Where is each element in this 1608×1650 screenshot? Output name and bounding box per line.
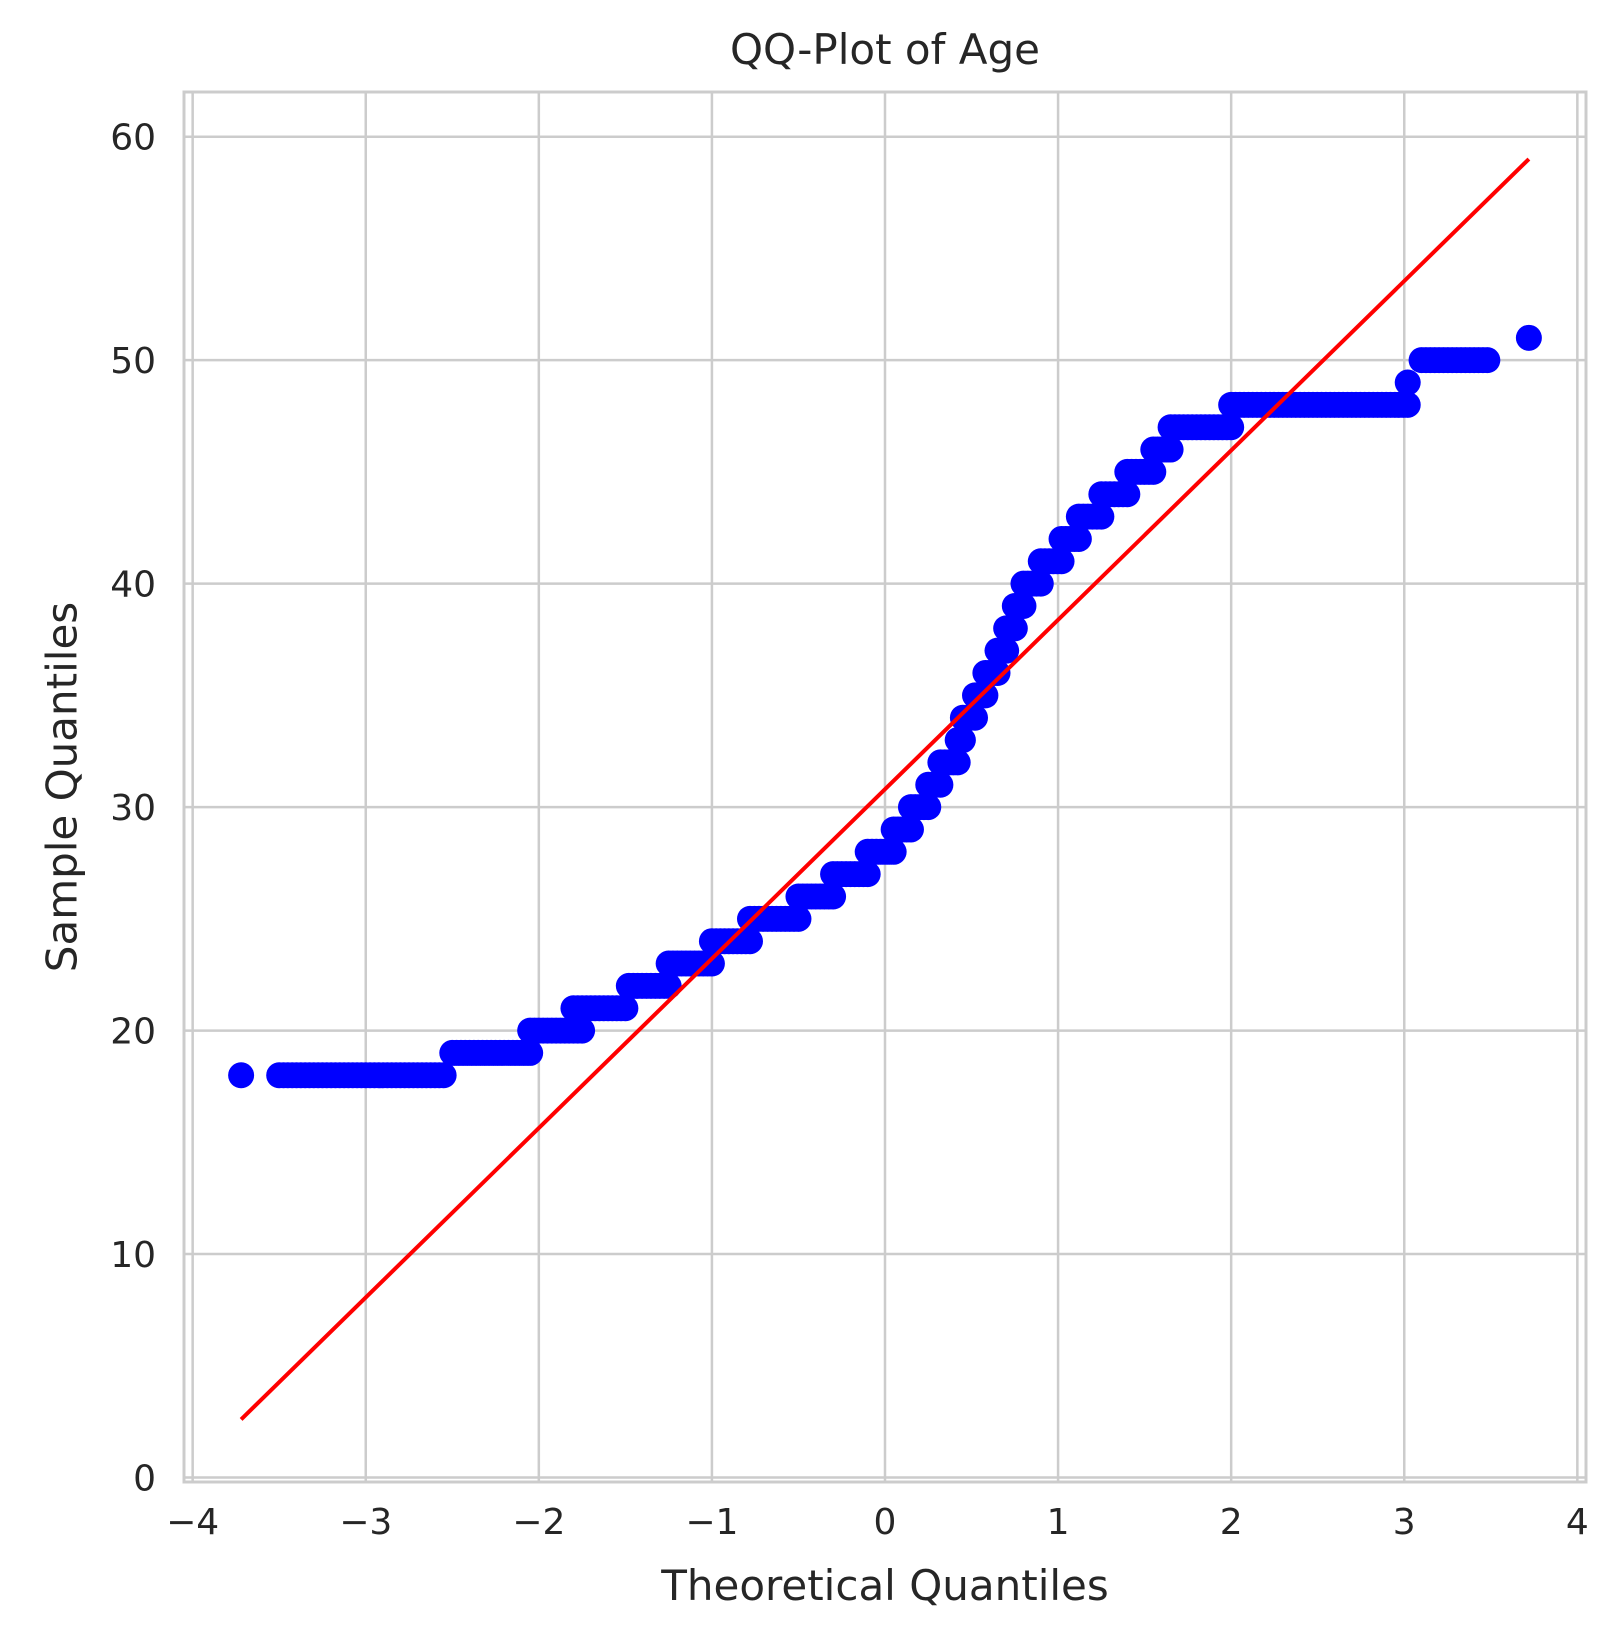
x-tick-label: −1 — [685, 1502, 738, 1543]
sample-point — [1065, 525, 1092, 552]
sample-point — [1088, 503, 1115, 530]
sample-point — [517, 1039, 544, 1066]
sample-point — [972, 682, 999, 709]
sample-point — [854, 861, 881, 888]
y-tick-label: 60 — [110, 118, 156, 159]
sample-point — [820, 883, 847, 910]
sample-point — [569, 1017, 596, 1044]
x-tick-label: −4 — [166, 1502, 219, 1543]
sample-point — [430, 1062, 457, 1089]
y-tick-label: 50 — [110, 341, 156, 382]
sample-point — [612, 995, 639, 1022]
y-tick-label: 40 — [110, 565, 156, 606]
y-tick-label: 0 — [133, 1459, 156, 1500]
x-tick-label: −3 — [339, 1502, 392, 1543]
x-tick-label: 3 — [1393, 1502, 1416, 1543]
sample-point — [984, 660, 1011, 687]
x-tick-label: −2 — [512, 1502, 565, 1543]
chart-title: QQ-Plot of Age — [730, 25, 1040, 74]
x-tick-label: 0 — [874, 1502, 897, 1543]
sample-point — [1394, 369, 1421, 396]
sample-point — [1114, 481, 1141, 508]
x-tick-labels: −4 −3 −2 −1 0 1 2 3 4 — [166, 1502, 1589, 1543]
sample-point — [1001, 615, 1028, 642]
sample-point — [1048, 548, 1075, 575]
sample-point — [1394, 391, 1421, 418]
sample-point — [736, 928, 763, 955]
sample-point — [228, 1062, 255, 1089]
sample-point — [880, 838, 907, 865]
sample-point — [1515, 324, 1542, 351]
reference-line — [239, 157, 1531, 1421]
sample-point — [927, 771, 954, 798]
sample-point — [949, 727, 976, 754]
sample-point — [944, 749, 971, 776]
sample-point — [1010, 592, 1037, 619]
sample-point — [1157, 436, 1184, 463]
x-tick-label: 2 — [1220, 1502, 1243, 1543]
y-tick-label: 30 — [110, 788, 156, 829]
sample-point — [785, 905, 812, 932]
sample-point — [962, 704, 989, 731]
reference-line-group — [239, 157, 1531, 1421]
x-tick-label: 1 — [1047, 1502, 1070, 1543]
x-axis-title: Theoretical Quantiles — [660, 1561, 1109, 1610]
y-axis-title: Sample Quantiles — [38, 602, 87, 972]
sample-point — [1218, 414, 1245, 441]
sample-point — [1474, 347, 1501, 374]
x-tick-label: 4 — [1566, 1502, 1589, 1543]
sample-point — [993, 637, 1020, 664]
sample-point — [897, 816, 924, 843]
sample-point — [698, 950, 725, 977]
sample-point — [1140, 458, 1167, 485]
sample-point — [655, 972, 682, 999]
plot-frame — [182, 90, 1588, 1484]
sample-point — [1027, 570, 1054, 597]
y-tick-labels: 0 10 20 30 40 50 60 — [110, 118, 156, 1500]
y-tick-label: 20 — [110, 1012, 156, 1053]
y-tick-label: 10 — [110, 1235, 156, 1276]
sample-point — [915, 794, 942, 821]
